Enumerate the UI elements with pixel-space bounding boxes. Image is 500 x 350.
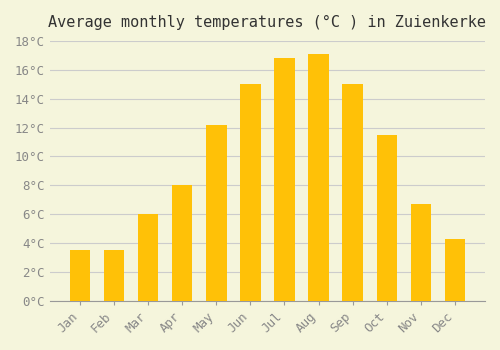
Bar [70,250,90,301]
Bar [172,186,193,301]
Bar [445,239,465,301]
Bar [104,250,124,301]
Bar [70,250,90,301]
Bar [308,54,329,177]
Bar [138,214,158,301]
Bar [445,239,465,270]
Bar [445,239,465,301]
Bar [274,58,294,180]
Bar [376,135,397,301]
Bar [206,125,227,301]
Bar [308,54,329,301]
Bar [342,84,363,301]
Bar [274,58,294,301]
Bar [342,84,363,301]
Bar [138,214,158,301]
Bar [206,125,227,301]
Bar [104,250,124,301]
Bar [240,84,260,301]
Bar [274,58,294,301]
Bar [206,125,227,213]
Bar [172,186,193,243]
Bar [376,135,397,218]
Bar [138,214,158,258]
Bar [240,84,260,301]
Title: Average monthly temperatures (°C ) in Zuienkerke: Average monthly temperatures (°C ) in Zu… [48,15,486,30]
Bar [342,84,363,192]
Bar [376,135,397,301]
Bar [410,204,431,252]
Bar [240,84,260,192]
Bar [410,204,431,301]
Bar [308,54,329,301]
Bar [172,186,193,301]
Bar [104,250,124,275]
Bar [70,250,90,275]
Bar [410,204,431,301]
